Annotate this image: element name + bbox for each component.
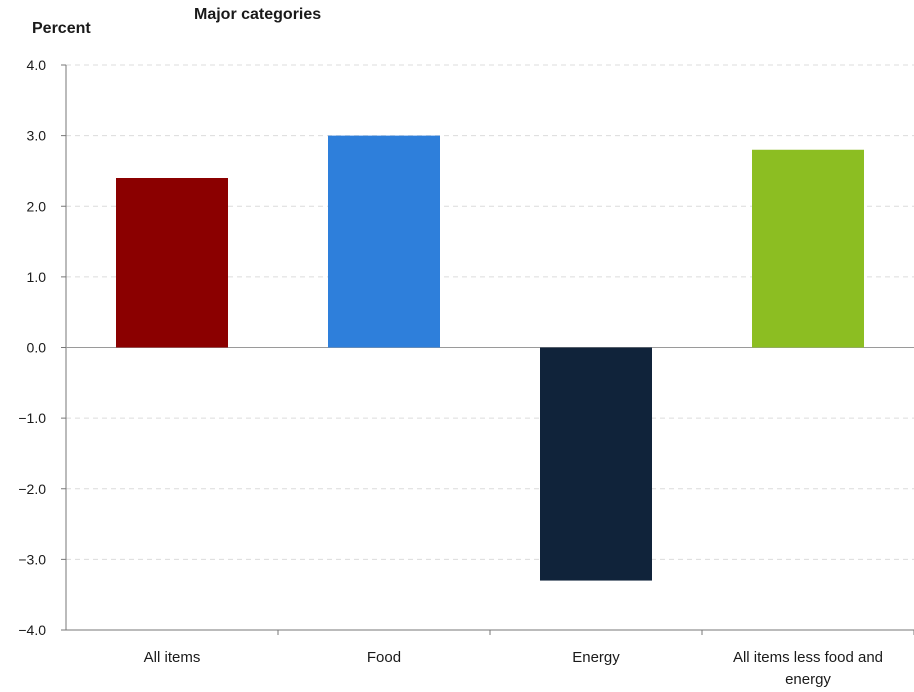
y-tick-label: 1.0: [27, 269, 47, 285]
y-tick-label: 0.0: [27, 340, 47, 356]
y-tick-label: −2.0: [18, 481, 46, 497]
x-tick-label: Energy: [572, 649, 620, 666]
y-tick-label: 2.0: [27, 198, 47, 214]
y-tick-label: −3.0: [18, 551, 46, 567]
y-tick-label: −4.0: [18, 622, 46, 638]
x-tick-label: All items less food and: [733, 649, 883, 666]
bar: [116, 178, 228, 348]
bar: [752, 149, 864, 348]
y-tick-label: −1.0: [18, 410, 46, 426]
y-tick-label: 4.0: [27, 57, 47, 73]
x-tick-label: All items: [144, 649, 201, 666]
x-tick-label: Food: [367, 649, 401, 666]
bar: [328, 135, 440, 348]
bar: [540, 347, 652, 581]
y-axis-label: Percent: [32, 20, 91, 37]
y-tick-label: 3.0: [27, 128, 47, 144]
x-tick-label: energy: [785, 671, 831, 688]
chart-title: Major categories: [194, 6, 322, 23]
